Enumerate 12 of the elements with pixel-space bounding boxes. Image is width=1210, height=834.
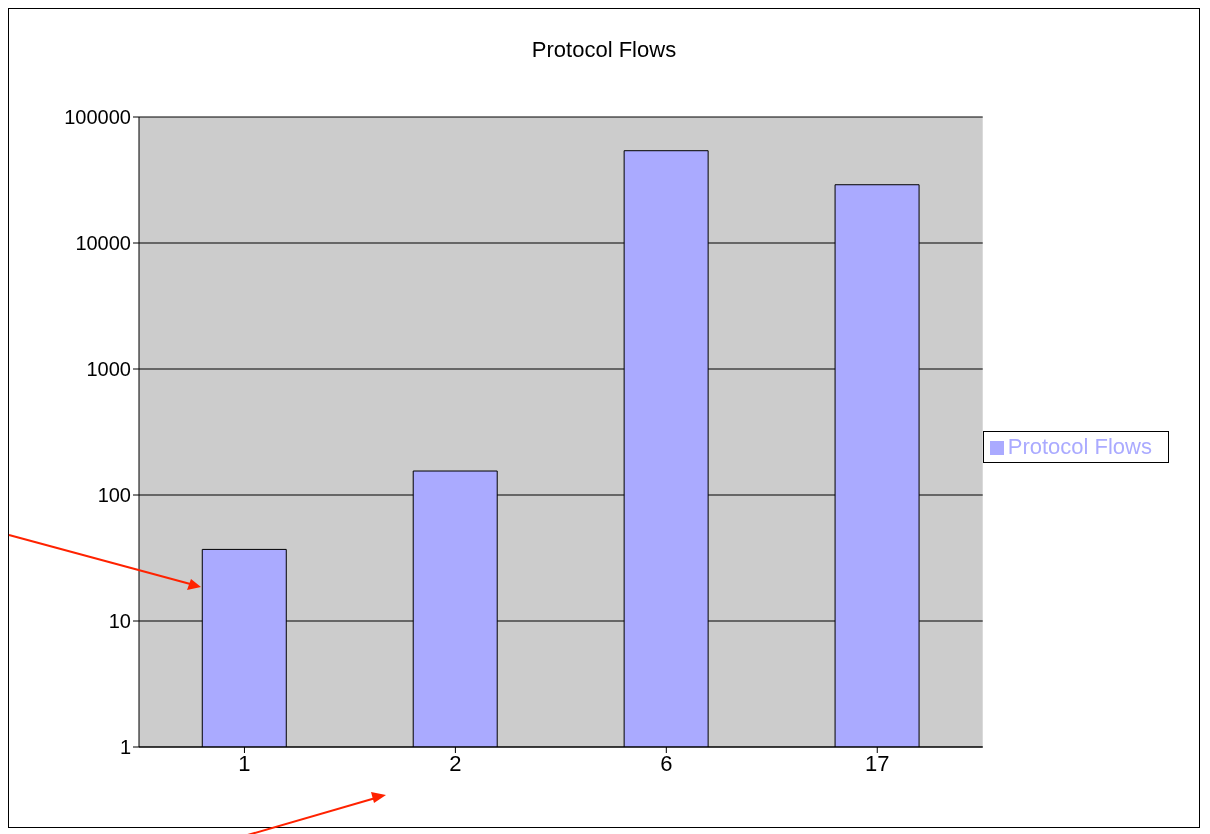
y-tick-label: 1000 bbox=[86, 358, 131, 381]
x-tick-label: 17 bbox=[865, 750, 890, 776]
legend-label: Protocol Flows bbox=[1007, 434, 1152, 459]
y-tick-label: 10000 bbox=[75, 232, 131, 255]
x-tick-label: 6 bbox=[660, 750, 673, 776]
chart-title: Protocol Flows bbox=[530, 36, 678, 64]
y-tick-label: 1 bbox=[119, 736, 131, 759]
x-tick-label: 2 bbox=[449, 750, 462, 776]
x-tick-label: 1 bbox=[238, 750, 251, 776]
y-tick-label: 100 bbox=[97, 484, 131, 507]
y-tick-label: 100000 bbox=[64, 106, 131, 129]
y-tick-label: 10 bbox=[108, 610, 131, 633]
